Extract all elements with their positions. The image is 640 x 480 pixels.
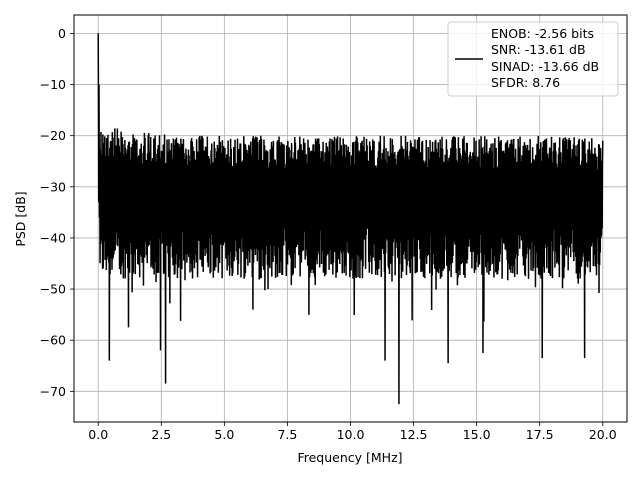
legend-line-enob: ENOB: -2.56 bits bbox=[491, 26, 594, 41]
series-line-psd bbox=[97, 33, 604, 405]
x-tick-label: 0.0 bbox=[88, 427, 108, 442]
y-axis-label: PSD [dB] bbox=[13, 191, 28, 246]
legend-box bbox=[447, 21, 619, 97]
x-tick-label: 17.5 bbox=[526, 427, 554, 442]
legend-line-sinad: SINAD: -13.66 dB bbox=[491, 59, 599, 74]
y-tick-label: −20 bbox=[40, 128, 66, 143]
y-tick-label: −70 bbox=[40, 384, 66, 399]
y-tick-label: −10 bbox=[40, 77, 66, 92]
plot-area bbox=[97, 33, 604, 405]
x-tick-label: 2.5 bbox=[151, 427, 171, 442]
x-tick-label: 10.0 bbox=[337, 427, 365, 442]
x-tick-label: 5.0 bbox=[214, 427, 234, 442]
y-tick-label: −40 bbox=[40, 230, 66, 245]
x-tick-label: 15.0 bbox=[463, 427, 491, 442]
legend-line-sfdr: SFDR: 8.76 bbox=[491, 75, 560, 90]
legend-line-snr: SNR: -13.61 dB bbox=[491, 42, 586, 57]
y-axis: 0 −10 −20 −30 −40 −50 −60 −70 bbox=[40, 26, 74, 399]
y-tick-label: −50 bbox=[40, 282, 66, 297]
x-tick-label: 12.5 bbox=[400, 427, 428, 442]
y-tick-label: −30 bbox=[40, 179, 66, 194]
y-tick-label: −60 bbox=[40, 333, 66, 348]
x-tick-label: 20.0 bbox=[589, 427, 617, 442]
x-axis: 0.0 2.5 5.0 7.5 10.0 12.5 15.0 17.5 20.0 bbox=[88, 422, 617, 442]
legend: ENOB: -2.56 bits SNR: -13.61 dB SINAD: -… bbox=[447, 21, 619, 97]
x-tick-label: 7.5 bbox=[277, 427, 297, 442]
y-tick-label: 0 bbox=[58, 26, 66, 41]
x-axis-label: Frequency [MHz] bbox=[297, 450, 402, 465]
